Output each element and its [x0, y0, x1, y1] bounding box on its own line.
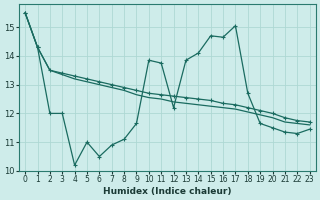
- X-axis label: Humidex (Indice chaleur): Humidex (Indice chaleur): [103, 187, 232, 196]
